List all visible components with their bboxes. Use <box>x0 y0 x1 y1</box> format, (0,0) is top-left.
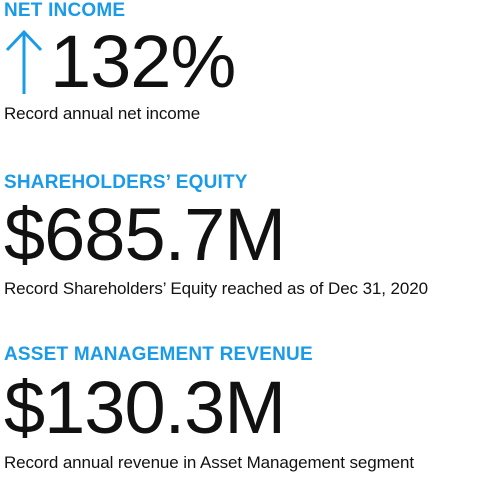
asset-management-caption: Record annual revenue in Asset Managemen… <box>4 453 414 472</box>
shareholders-equity-value: $685.7M <box>4 193 286 276</box>
net-income-caption: Record annual net income <box>4 104 201 123</box>
net-income-section: NET INCOME 132% Record annual net income <box>4 0 482 124</box>
net-income-heading: NET INCOME <box>4 0 126 21</box>
asset-management-heading: ASSET MANAGEMENT REVENUE <box>4 344 313 365</box>
shareholders-equity-heading: SHAREHOLDERS’ EQUITY <box>4 172 248 193</box>
net-income-value: 132% <box>50 20 236 103</box>
shareholders-equity-caption: Record Shareholders’ Equity reached as o… <box>4 279 428 298</box>
net-income-figure: 132% <box>4 20 482 103</box>
shareholders-equity-section: SHAREHOLDERS’ EQUITY $685.7M Record Shar… <box>4 172 482 299</box>
arrow-up-icon <box>4 28 44 96</box>
asset-management-value: $130.3M <box>4 366 286 449</box>
asset-management-section: ASSET MANAGEMENT REVENUE $130.3M Record … <box>4 344 482 473</box>
